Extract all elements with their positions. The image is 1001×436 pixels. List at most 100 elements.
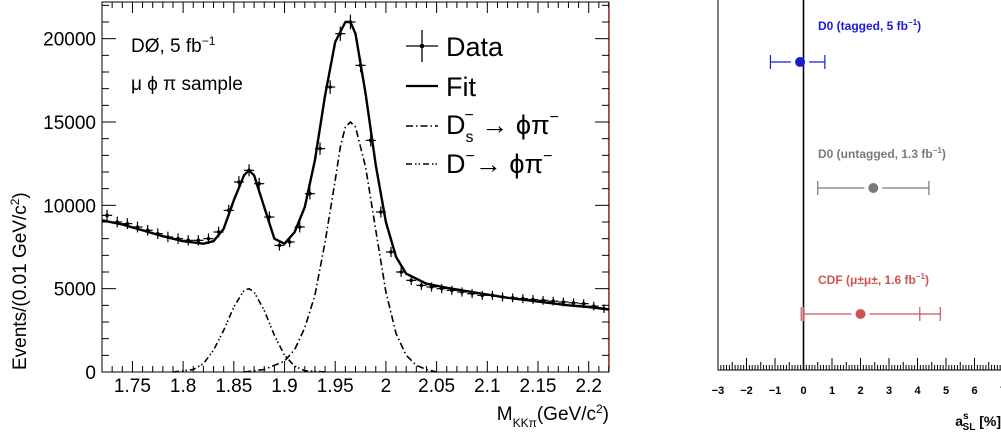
legend-d-sup: − [466,148,475,165]
data-point [389,250,393,254]
data-point [561,300,566,304]
legend-d-main: D [446,149,466,179]
data-point [510,296,515,300]
data-point [318,146,322,151]
mass-x-axis-title: MKKπ(GeV/c2) [497,402,609,430]
asym-points-layer [769,55,941,321]
asym-label-untagged-main: D0 (untagged, 1.3 fb [818,147,933,161]
data-point [581,301,586,306]
asym-x-tick-marks [717,358,1001,370]
asym-x-axis-title-main: a [955,413,963,429]
data-point [328,85,332,89]
data-point [287,240,292,244]
asym-label-tagged-sup: −1 [908,18,918,27]
asym-x-tick-labels: −3 −2 −1 0 1 2 3 4 5 6 7 [712,385,1001,397]
data-point [460,290,464,294]
experiment-annotation-text: DØ, 5 fb [131,36,202,57]
data-point [297,225,302,229]
mass-spectrum-chart: 1.75 1.8 1.85 1.9 1.95 2 2.05 2.1 2.15 2.2 0 5000 1… [8,1,610,430]
mass-x-tick-labels: 1.75 1.8 1.85 1.9 1.95 2 2.05 2.1 2.15 2.2 [114,376,602,397]
data-point [277,243,282,248]
data-point [176,236,180,241]
asym-x-tick-label: 7 [1000,385,1001,397]
data-point [541,298,545,303]
data-point [379,210,383,214]
mass-y-tick-marks [102,4,609,373]
asym-x-axis-title-sub: SL [963,422,976,433]
data-point [490,293,495,298]
asym-x-tick-label: 1 [829,385,835,397]
data-point [551,299,556,303]
asym-x-tick-label: 4 [914,385,921,397]
mass-x-axis-title-sub: KKπ [513,416,537,430]
data-point [206,236,211,241]
mass-y-axis-title-sup: 2 [8,198,22,205]
asym-x-tick-label: 2 [857,385,863,397]
legend-ds-tail-sup: − [550,109,559,126]
data-point [267,215,272,219]
data-point [155,231,160,236]
legend-d-tail: → ϕπ [475,149,543,179]
data-point [257,181,261,186]
mass-x-axis-title-sup: 2 [596,402,603,416]
ds-component-curve [243,121,437,373]
legend-fit-label: Fit [446,72,476,102]
data-point [571,301,576,305]
mass-x-axis-title-main: M [497,404,513,425]
data-point [591,304,596,308]
mass-y-tick-label: 10000 [43,196,96,217]
data-point [500,295,505,299]
legend-ds-sub: s [466,129,474,146]
mass-x-tick-label: 2.15 [520,376,557,397]
asym-label-untagged: D0 (untagged, 1.3 fb−1) [818,146,946,161]
data-point [105,213,109,218]
data-point [135,225,140,229]
legend-d-tail-sup: − [543,148,552,165]
mass-y-axis-title-end: ) [10,192,31,198]
asym-label-cdf-end: ) [925,273,929,287]
data-point [450,288,454,293]
legend-d-label: D−→ ϕπ− [446,148,552,179]
mass-x-tick-label: 1.85 [215,376,252,397]
asymmetry-chart: −3−2−101234567 D0 (tagged, 5 fb−1) D0 (u… [712,0,1001,433]
data-point [521,296,525,301]
mass-x-tick-label: 2.2 [576,376,602,397]
asym-label-tagged-main: D0 (tagged, 5 fb [818,19,908,33]
asym-x-tick-label: 3 [886,385,892,397]
d-component-curve [172,287,326,373]
asym-label-cdf: CDF (μ±μ±, 1.6 fb−1) [818,272,929,287]
sample-annotation: μ ϕ π sample [131,74,243,95]
asym-x-axis-title-sup: s [963,411,969,422]
data-point [429,285,434,289]
mass-y-tick-labels: 0 5000 10000 15000 20000 [43,30,96,384]
fit-curve [101,20,610,311]
experiment-annotation-sup: −1 [202,34,216,48]
mass-x-axis-title-end: ) [603,404,609,425]
legend-ds-label: Ds − → ϕπ− [446,107,559,146]
asym-x-tick-label: −2 [740,385,753,397]
data-point [368,138,373,143]
legend-ds-tail: → ϕπ [474,110,550,140]
data-point [358,63,363,68]
asym-x-tick-label: 0 [800,385,806,397]
data-point [419,283,424,288]
mass-x-tick-label: 2.1 [474,376,500,397]
data-point [531,297,535,302]
mass-series-layer [101,14,610,373]
legend-data-marker-dot [419,43,425,49]
asym-label-tagged: D0 (tagged, 5 fb−1) [818,18,921,33]
asym-point [855,309,866,319]
data-point [226,208,231,213]
legend-data-label: Data [446,32,504,62]
legend-ds-main: D [446,110,466,140]
data-point [602,306,606,311]
data-point [348,20,353,24]
data-point [216,230,221,234]
legend-ds-sup: − [465,107,474,124]
data-point [196,238,201,243]
asym-x-axis-title-tail: [%] [975,413,1001,429]
mass-x-tick-label: 2 [381,376,392,397]
asym-point [795,57,806,67]
mass-y-axis-title-main: Events/(0.01 GeV/c [10,205,31,370]
